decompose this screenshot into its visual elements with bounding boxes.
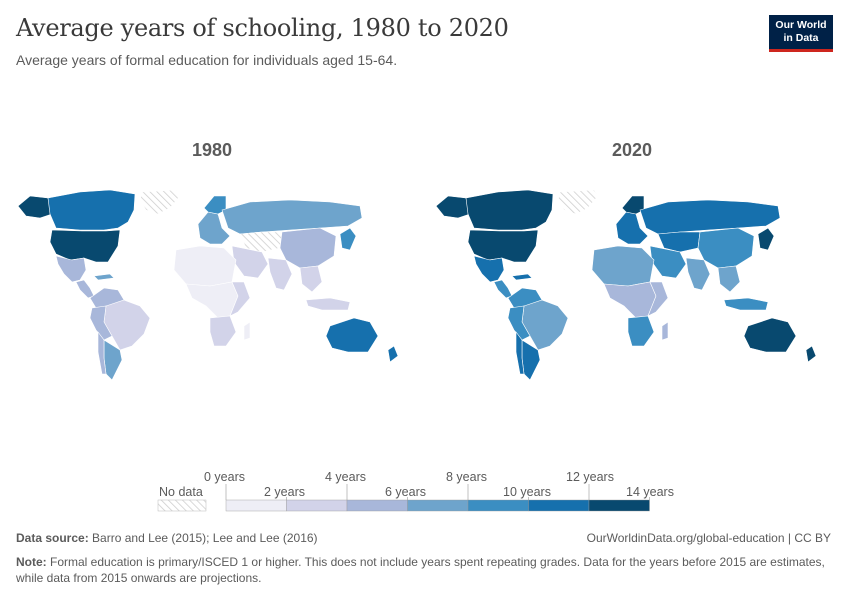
region-west-central-africa[interactable] [185, 281, 239, 319]
data-source-text: Barro and Lee (2015); Lee and Lee (2016) [92, 531, 318, 545]
region-australia[interactable] [743, 317, 797, 353]
data-source-label: Data source: [16, 531, 89, 545]
legend-no-data-swatch[interactable] [157, 499, 207, 512]
legend-bin-0[interactable] [225, 499, 287, 512]
region-indonesia[interactable] [305, 297, 351, 311]
legend-bin-2[interactable] [346, 499, 408, 512]
region-chile[interactable] [515, 331, 525, 375]
region-north-africa[interactable] [591, 245, 655, 287]
region-india[interactable] [267, 257, 293, 291]
region-caribbean[interactable] [93, 273, 115, 281]
legend-bin-1[interactable] [286, 499, 348, 512]
note-label: Note: [16, 555, 47, 569]
region-southern-africa[interactable] [627, 315, 655, 347]
legend-label-8: 8 years [446, 470, 487, 484]
region-caribbean[interactable] [511, 273, 533, 281]
region-china[interactable] [697, 227, 755, 269]
map-year-2020: 2020 [612, 140, 653, 160]
region-central-america[interactable] [75, 279, 95, 299]
region-central-america[interactable] [493, 279, 513, 299]
region-se-asia[interactable] [717, 265, 741, 293]
region-madagascar[interactable] [243, 321, 251, 341]
region-brazil[interactable] [103, 299, 151, 351]
region-new-zealand[interactable] [387, 345, 399, 363]
note-text: Formal education is primary/ISCED 1 or h… [16, 555, 825, 585]
legend-label-4: 4 years [325, 470, 366, 484]
map-2020 [435, 189, 817, 381]
legend-label-14: 14 years [626, 485, 674, 499]
chart-subtitle: Average years of formal education for in… [16, 52, 398, 68]
legend-bins [225, 484, 650, 512]
legend-bin-6[interactable] [588, 499, 650, 512]
legend-bin-4[interactable] [467, 499, 529, 512]
legend-label-10: 10 years [503, 485, 551, 499]
region-west-central-africa[interactable] [603, 281, 657, 319]
region-india[interactable] [685, 257, 711, 291]
region-china[interactable] [279, 227, 337, 269]
logo-line-1: Our World [775, 19, 827, 31]
region-alaska[interactable] [435, 195, 471, 219]
legend [157, 484, 650, 512]
legend-label-6: 6 years [385, 485, 426, 499]
region-japan-korea[interactable] [757, 227, 775, 251]
legend-bin-5[interactable] [528, 499, 590, 512]
map-1980 [17, 189, 399, 381]
region-greenland[interactable] [139, 189, 181, 215]
legend-label-0: 0 years [204, 470, 245, 484]
region-east-africa[interactable] [229, 281, 251, 317]
map-year-1980: 1980 [192, 140, 233, 160]
source-url[interactable]: OurWorldinData.org/global-education | CC… [586, 531, 831, 545]
region-usa[interactable] [467, 229, 539, 263]
region-greenland[interactable] [557, 189, 599, 215]
owid-logo[interactable]: Our World in Data [769, 15, 833, 52]
region-east-africa[interactable] [647, 281, 669, 317]
region-peru-bolivia[interactable] [89, 305, 113, 341]
region-japan-korea[interactable] [339, 227, 357, 251]
data-source: Data source: Barro and Lee (2015); Lee a… [16, 531, 318, 545]
legend-bin-3[interactable] [407, 499, 469, 512]
region-usa[interactable] [49, 229, 121, 263]
region-mexico[interactable] [473, 255, 505, 283]
chart-note: Note: Formal education is primary/ISCED … [16, 554, 831, 586]
region-madagascar[interactable] [661, 321, 669, 341]
legend-label-2: 2 years [264, 485, 305, 499]
region-australia[interactable] [325, 317, 379, 353]
legend-no-data-label: No data [159, 485, 203, 499]
region-se-asia[interactable] [299, 265, 323, 293]
region-new-zealand[interactable] [805, 345, 817, 363]
region-indonesia[interactable] [723, 297, 769, 311]
region-chile[interactable] [97, 331, 107, 375]
legend-label-12: 12 years [566, 470, 614, 484]
region-russia[interactable] [639, 199, 781, 235]
region-canada[interactable] [465, 189, 554, 231]
chart-title: Average years of schooling, 1980 to 2020 [16, 14, 509, 42]
logo-line-2: in Data [783, 32, 819, 44]
region-north-africa[interactable] [173, 245, 237, 287]
region-russia[interactable] [221, 199, 363, 235]
region-brazil[interactable] [521, 299, 569, 351]
region-alaska[interactable] [17, 195, 53, 219]
region-canada[interactable] [47, 189, 136, 231]
region-mexico[interactable] [55, 255, 87, 283]
region-southern-africa[interactable] [209, 315, 237, 347]
region-peru-bolivia[interactable] [507, 305, 531, 341]
